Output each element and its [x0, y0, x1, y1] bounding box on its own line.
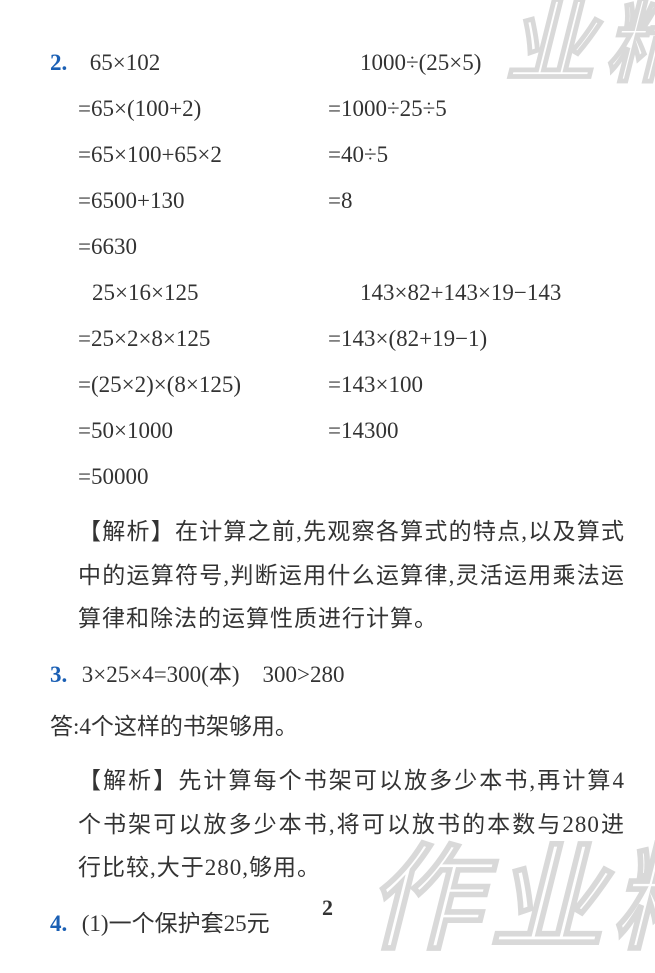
p2-row4: =6500+130 =8 [50, 188, 625, 214]
p2-row3: =65×100+65×2 =40÷5 [50, 142, 625, 168]
p2-row1: 2. 65×102 1000÷(25×5) [50, 50, 625, 76]
p3-explain: 【解析】先计算每个书架可以放多少本书,再计算4个书架可以放多少本书,将可以放书的… [50, 759, 625, 890]
p2-r9-right: =14300 [328, 418, 398, 444]
p2-explain: 【解析】在计算之前,先观察各算式的特点,以及算式中的运算符号,判断运用什么运算律… [50, 510, 625, 641]
p2-r2-right: =1000÷25÷5 [328, 96, 447, 122]
problem-number-2: 2. [50, 50, 76, 76]
p2-r9-left: =50×1000 [50, 418, 328, 444]
p2-r4-left: =6500+130 [50, 188, 328, 214]
p4-part1: (1)一个保护套25元 [82, 911, 270, 936]
p2-r6-right: 143×82+143×19−143 [328, 280, 561, 306]
p2-r10-left: =50000 [50, 464, 328, 490]
p2-r3-right: =40÷5 [328, 142, 388, 168]
problem-number-3: 3. [50, 662, 76, 688]
p2-r6-left: 25×16×125 [50, 280, 328, 306]
p2-r4-right: =8 [328, 188, 352, 214]
p2-r1-right: 1000÷(25×5) [328, 50, 481, 76]
p2-row10: =50000 [50, 464, 625, 490]
p2-row8: =(25×2)×(8×125) =143×100 [50, 372, 625, 398]
p2-r8-right: =143×100 [328, 372, 423, 398]
p2-r2-left: =65×(100+2) [50, 96, 328, 122]
p2-row7: =25×2×8×125 =143×(82+19−1) [50, 326, 625, 352]
p2-r7-right: =143×(82+19−1) [328, 326, 487, 352]
p2-row9: =50×1000 =14300 [50, 418, 625, 444]
p2-r8-left: =(25×2)×(8×125) [50, 372, 328, 398]
p3-calc: 3×25×4=300(本) 300>280 [82, 662, 345, 687]
p2-row5: =6630 [50, 234, 625, 260]
page-content: 2. 65×102 1000÷(25×5) =65×(100+2) =1000÷… [0, 0, 655, 938]
p2-r3-left: =65×100+65×2 [50, 142, 328, 168]
problem-number-4: 4. [50, 911, 76, 937]
p2-row6: 25×16×125 143×82+143×19−143 [50, 280, 625, 306]
p2-r5-left: =6630 [50, 234, 328, 260]
p2-r1-left: 65×102 [82, 50, 160, 75]
p2-row2: =65×(100+2) =1000÷25÷5 [50, 96, 625, 122]
p3-answer: 答:4个这样的书架够用。 [50, 707, 625, 741]
p2-r7-left: =25×2×8×125 [50, 326, 328, 352]
